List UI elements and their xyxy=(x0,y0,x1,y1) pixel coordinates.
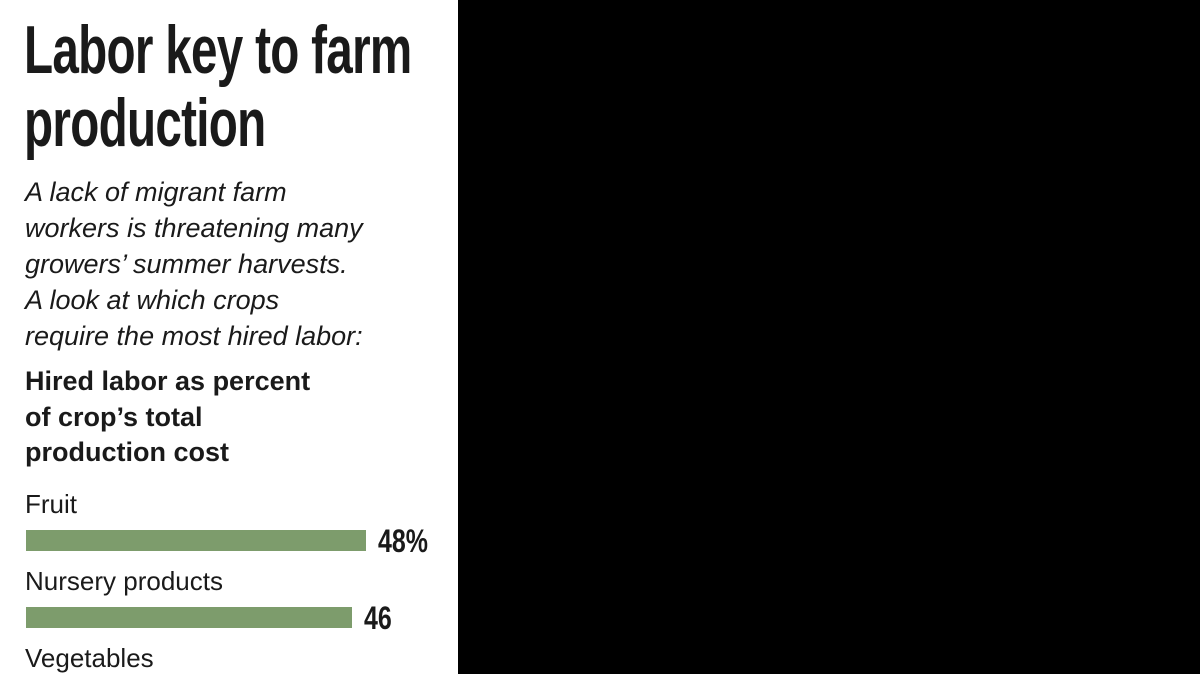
axis-label-line: Hired labor as percent xyxy=(25,366,311,396)
category-label: Vegetables xyxy=(25,643,154,673)
bar xyxy=(26,607,352,628)
chart-panel: Labor key to farm production A lack of m… xyxy=(0,0,458,674)
axis-label-line: production cost xyxy=(25,437,229,467)
blank-area xyxy=(458,0,1200,674)
axis-label-line: of crop’s total xyxy=(25,401,203,432)
value-label: 46 xyxy=(363,600,392,636)
bar xyxy=(26,530,366,551)
category-label: Fruit xyxy=(25,489,77,519)
category-label: Nursery products xyxy=(25,566,223,596)
value-label: 48% xyxy=(377,523,428,559)
subtitle-line: workers is threatening many xyxy=(25,213,363,243)
subtitle-line: A look at which crops xyxy=(25,285,280,315)
subtitle-line: require the most hired labor: xyxy=(25,321,363,351)
subtitle-line: A lack of migrant farm xyxy=(25,177,287,207)
subtitle-line: growers’ summer harvests. xyxy=(25,249,348,279)
chart-title: Labor key to farm production xyxy=(24,12,412,161)
